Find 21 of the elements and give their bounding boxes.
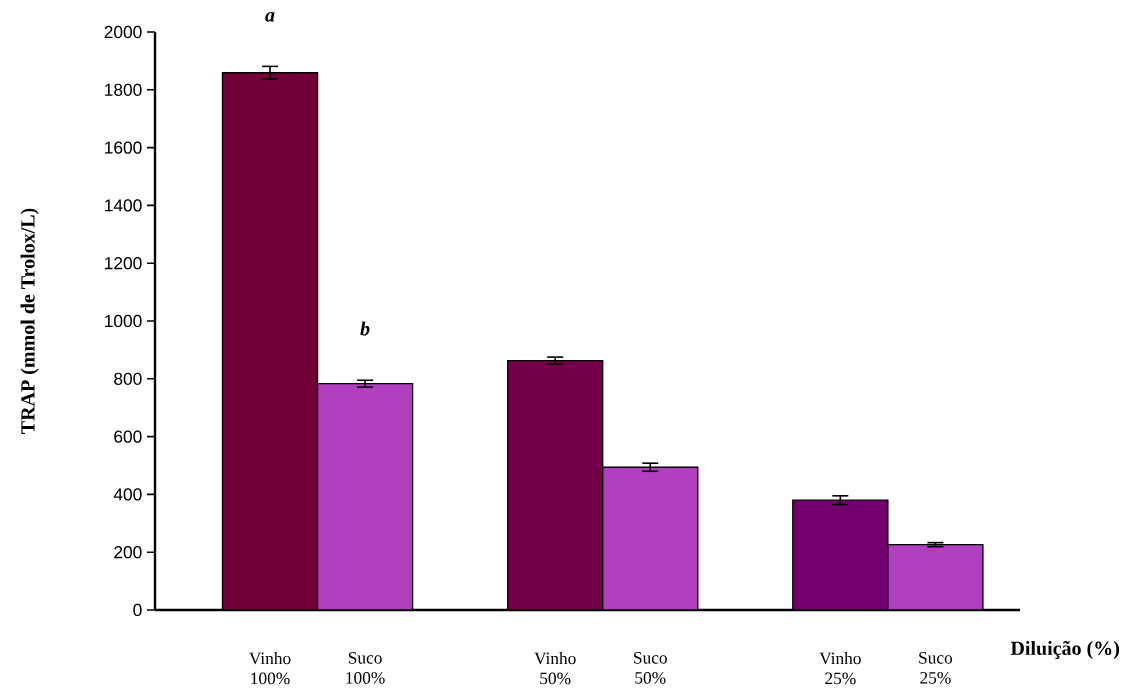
y-tick-label: 400: [113, 488, 142, 501]
x-tick-label: Vinho 50%: [534, 652, 576, 685]
x-axis-title: Diluição (%): [1010, 640, 1119, 660]
y-tick-label: 1400: [105, 199, 142, 212]
text: a: [265, 12, 275, 22]
x-tick-label: Suco 50%: [634, 652, 667, 684]
y-tick-label: 200: [114, 546, 142, 559]
x-tick-label: Vinho 25%: [819, 652, 861, 685]
y-axis-title: TRAP (mmol de Trolox/L): [20, 208, 39, 434]
y-tick-label: 800: [114, 372, 142, 385]
y-tick-label: 1800: [105, 83, 142, 96]
y-tick-label: 600: [114, 430, 142, 443]
x-tick-label: Suco 100%: [346, 652, 385, 684]
y-tick-label: 1000: [105, 314, 142, 328]
y-tick-label: 1600: [105, 141, 142, 154]
annotation: b: [360, 321, 370, 336]
y-tick-label: 2000: [104, 25, 142, 39]
x-tick-label: Suco 25%: [919, 652, 953, 684]
x-tick-label: Vinho 100%: [249, 652, 291, 685]
y-tick-label: 1200: [105, 257, 142, 270]
y-tick-label: 0: [133, 603, 142, 617]
